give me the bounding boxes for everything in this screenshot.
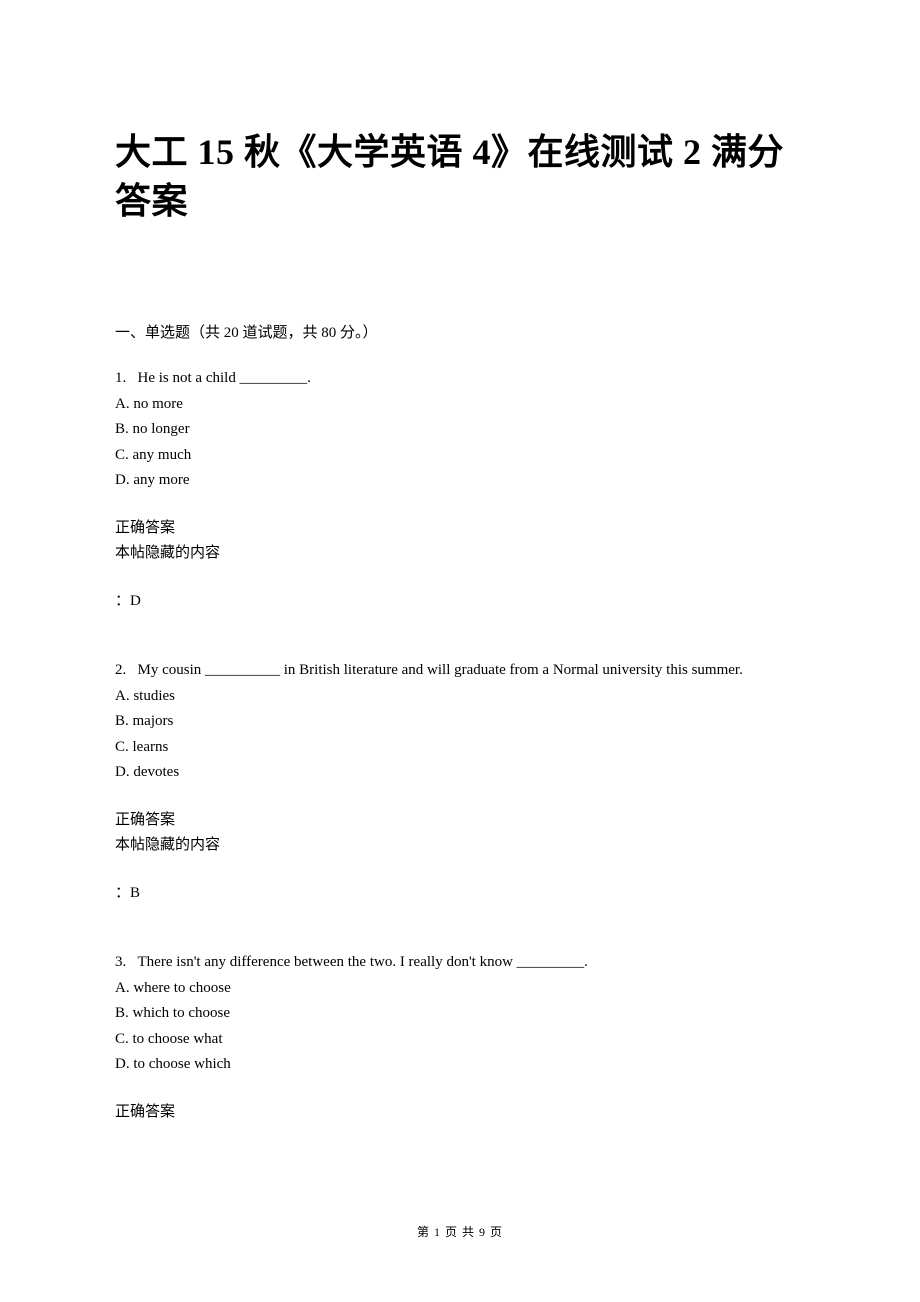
question-number: 2. bbox=[115, 662, 126, 678]
page-footer: 第 1 页 共 9 页 bbox=[0, 1223, 920, 1240]
option-b: B. no longer bbox=[115, 417, 805, 443]
question-block: 2. My cousin __________ in British liter… bbox=[115, 658, 805, 906]
answer-label: 正确答案 bbox=[115, 1100, 805, 1126]
option-a: A. studies bbox=[115, 684, 805, 710]
answer-label: 正确答案 bbox=[115, 516, 805, 542]
question-block: 3. There isn't any difference between th… bbox=[115, 950, 805, 1125]
answer-value: ：B bbox=[115, 881, 805, 907]
question-number: 1. bbox=[115, 370, 126, 386]
question-text: 1. He is not a child _________. bbox=[115, 366, 805, 392]
option-d: D. to choose which bbox=[115, 1052, 805, 1078]
option-d: D. devotes bbox=[115, 760, 805, 786]
hidden-content-label: 本帖隐藏的内容 bbox=[115, 541, 805, 567]
question-number: 3. bbox=[115, 954, 126, 970]
option-c: C. learns bbox=[115, 735, 805, 761]
answer-label: 正确答案 bbox=[115, 808, 805, 834]
option-b: B. which to choose bbox=[115, 1001, 805, 1027]
question-stem: He is not a child _________. bbox=[138, 370, 311, 386]
option-a: A. no more bbox=[115, 392, 805, 418]
option-c: C. to choose what bbox=[115, 1027, 805, 1053]
hidden-content-label: 本帖隐藏的内容 bbox=[115, 833, 805, 859]
question-stem: My cousin __________ in British literatu… bbox=[138, 662, 743, 678]
page-title: 大工 15 秋《大学英语 4》在线测试 2 满分答案 bbox=[115, 128, 805, 225]
question-text: 2. My cousin __________ in British liter… bbox=[115, 658, 805, 684]
answer-value: ：D bbox=[115, 589, 805, 615]
option-b: B. majors bbox=[115, 709, 805, 735]
question-stem: There isn't any difference between the t… bbox=[138, 954, 588, 970]
question-block: 1. He is not a child _________. A. no mo… bbox=[115, 366, 805, 614]
question-text: 3. There isn't any difference between th… bbox=[115, 950, 805, 976]
option-c: C. any much bbox=[115, 443, 805, 469]
option-d: D. any more bbox=[115, 468, 805, 494]
section-header: 一、单选题（共 20 道试题，共 80 分。） bbox=[115, 321, 805, 342]
option-a: A. where to choose bbox=[115, 976, 805, 1002]
